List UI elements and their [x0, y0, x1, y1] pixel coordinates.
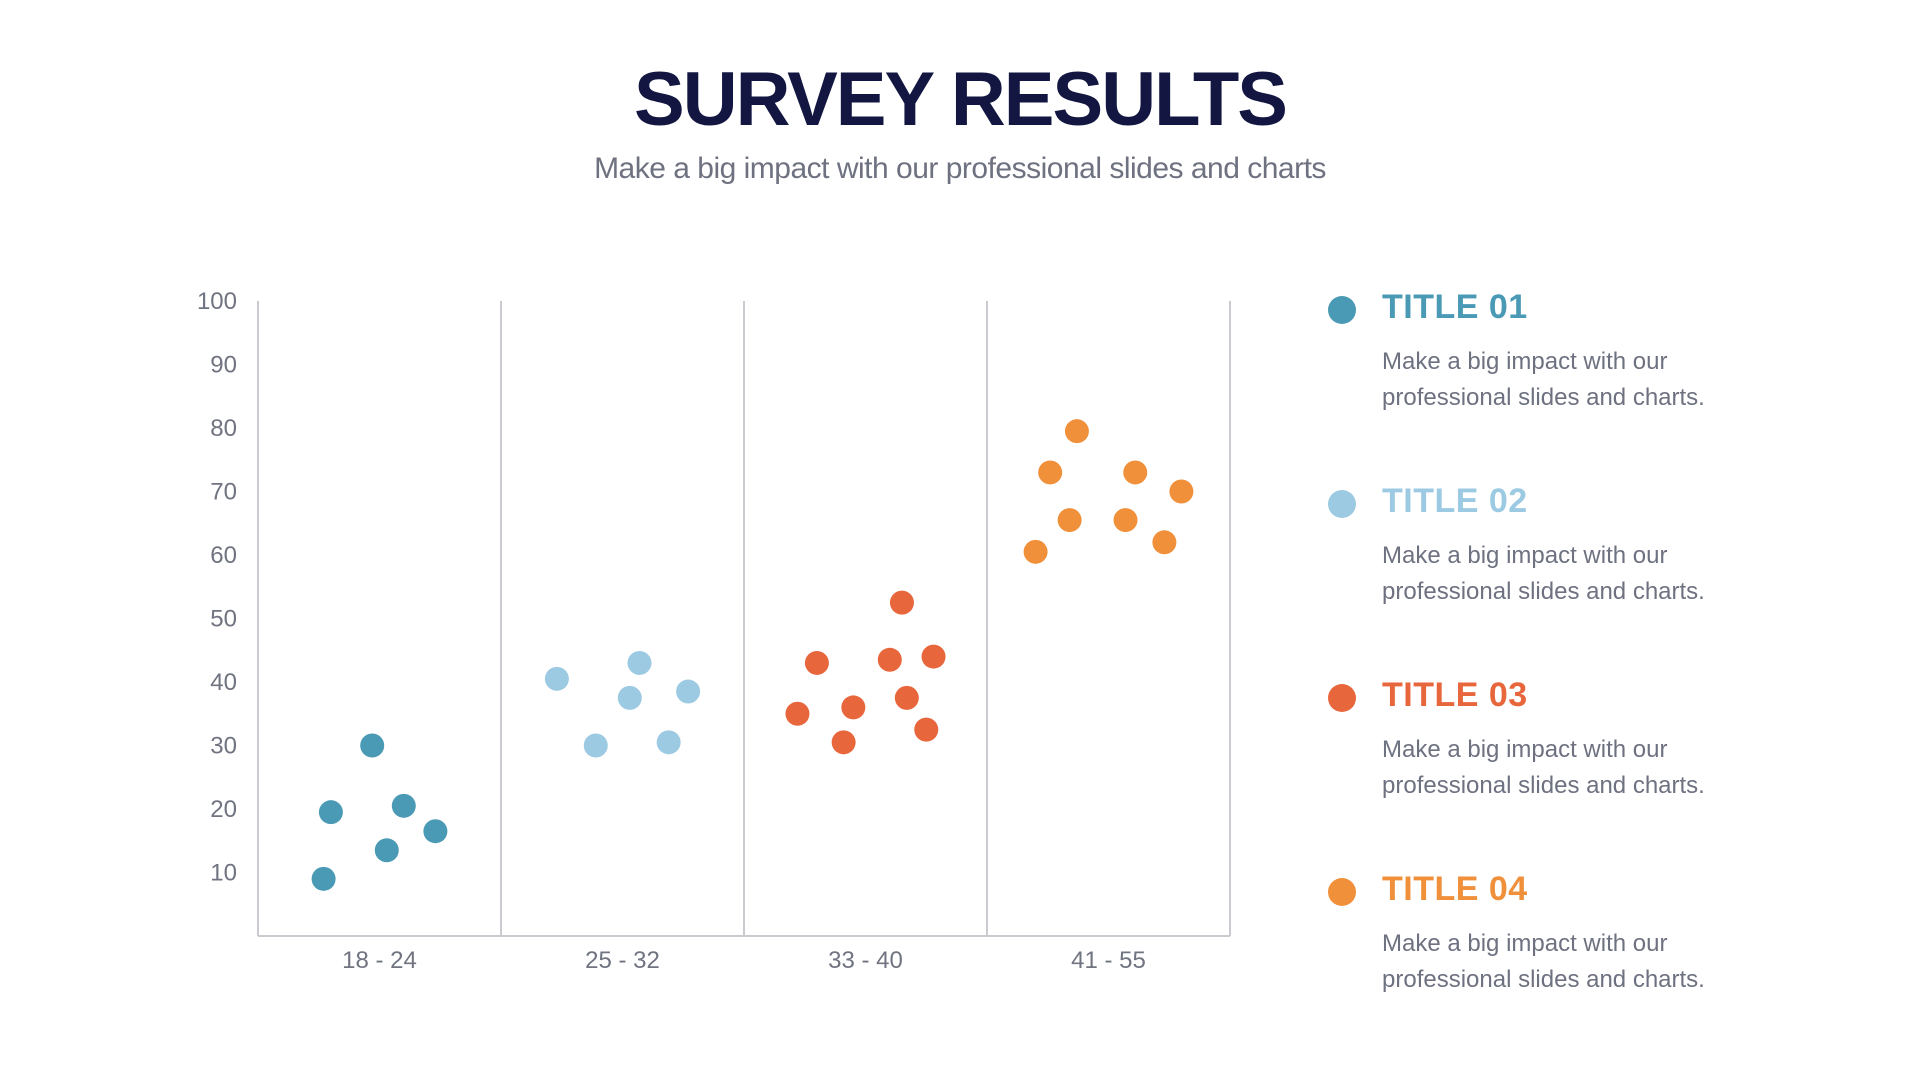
data-point: [617, 685, 642, 710]
legend-item-03: TITLE 03 Make a big impact with our prof…: [1328, 668, 1848, 862]
data-point: [423, 819, 448, 844]
data-point: [889, 590, 914, 615]
data-point: [804, 650, 829, 675]
y-tick-label: 80: [210, 415, 237, 442]
legend-title: TITLE 01: [1382, 288, 1528, 326]
data-point: [1123, 460, 1148, 485]
data-point: [544, 666, 569, 691]
slide-subtitle: Make a big impact with our professional …: [594, 152, 1326, 185]
data-point: [583, 733, 608, 758]
data-point: [627, 650, 652, 675]
legend-title: TITLE 02: [1382, 482, 1528, 520]
y-tick-label: 70: [210, 479, 237, 506]
data-point: [1152, 530, 1177, 555]
legend-dot-icon: [1328, 490, 1356, 518]
y-tick-label: 60: [210, 542, 237, 569]
data-point: [1064, 419, 1089, 444]
y-tick-label: 90: [210, 352, 237, 379]
legend-title: TITLE 03: [1382, 676, 1528, 714]
legend-description: Make a big impact with our professional …: [1382, 542, 1705, 605]
data-point: [894, 685, 919, 710]
chart-grid: [257, 301, 1231, 937]
data-point: [877, 647, 902, 672]
y-tick-label: 100: [197, 288, 237, 315]
data-point: [656, 730, 681, 755]
data-point: [1023, 539, 1048, 564]
slide-title: SURVEY RESULTS: [634, 57, 1288, 142]
legend-item-02: TITLE 02 Make a big impact with our prof…: [1328, 474, 1848, 668]
legend-dot-icon: [1328, 684, 1356, 712]
y-tick-label: 40: [210, 669, 237, 696]
data-point: [785, 701, 810, 726]
data-point: [1038, 460, 1063, 485]
data-point: [1169, 479, 1194, 504]
legend-title: TITLE 04: [1382, 870, 1528, 908]
legend-item-01: TITLE 01 Make a big impact with our prof…: [1328, 280, 1848, 474]
x-tick-label: 33 - 40: [828, 947, 903, 974]
data-point: [676, 679, 701, 704]
y-axis-ticks: 10 20 30 40 50 60 70 80 90 100: [197, 288, 237, 887]
legend-dot-icon: [1328, 296, 1356, 324]
data-point: [318, 800, 343, 825]
y-tick-label: 30: [210, 733, 237, 760]
data-point: [360, 733, 385, 758]
data-point: [311, 866, 336, 891]
data-point: [1113, 508, 1138, 533]
data-point: [831, 730, 856, 755]
x-axis-ticks: 18 - 24 25 - 32 33 - 40 41 - 55: [342, 947, 1146, 974]
data-point: [841, 695, 866, 720]
data-point: [1057, 508, 1082, 533]
legend-description: Make a big impact with our professional …: [1382, 736, 1705, 799]
data-point: [914, 717, 939, 742]
data-point: [374, 838, 399, 863]
data-points: [311, 419, 1194, 891]
x-tick-label: 18 - 24: [342, 947, 417, 974]
x-tick-label: 41 - 55: [1071, 947, 1146, 974]
x-tick-label: 25 - 32: [585, 947, 660, 974]
legend-item-04: TITLE 04 Make a big impact with our prof…: [1328, 862, 1848, 1056]
legend: TITLE 01 Make a big impact with our prof…: [1328, 280, 1848, 1056]
legend-description: Make a big impact with our professional …: [1382, 930, 1705, 993]
data-point: [921, 644, 946, 669]
data-point: [391, 793, 416, 818]
y-tick-label: 20: [210, 796, 237, 823]
y-tick-label: 10: [210, 860, 237, 887]
legend-dot-icon: [1328, 878, 1356, 906]
y-tick-label: 50: [210, 606, 237, 633]
legend-description: Make a big impact with our professional …: [1382, 348, 1705, 411]
